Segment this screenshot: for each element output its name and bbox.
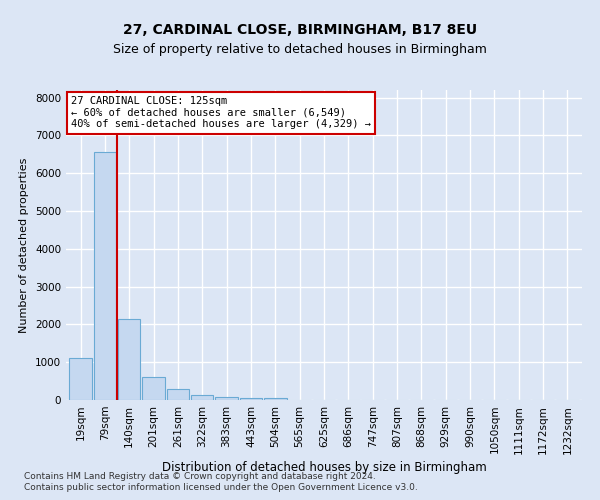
Bar [215,397,238,400]
Text: Contains HM Land Registry data © Crown copyright and database right 2024.: Contains HM Land Registry data © Crown c… [24,472,376,481]
X-axis label: Distribution of detached houses by size in Birmingham: Distribution of detached houses by size … [161,460,487,473]
Text: 27 CARDINAL CLOSE: 125sqm
← 60% of detached houses are smaller (6,549)
40% of se: 27 CARDINAL CLOSE: 125sqm ← 60% of detac… [71,96,371,130]
Bar [70,358,92,400]
Bar [240,398,262,400]
Bar [191,395,214,400]
Bar [94,152,116,400]
Y-axis label: Number of detached properties: Number of detached properties [19,158,29,332]
Bar [142,378,165,400]
Bar [118,318,140,400]
Bar [264,398,287,400]
Text: Size of property relative to detached houses in Birmingham: Size of property relative to detached ho… [113,42,487,56]
Text: Contains public sector information licensed under the Open Government Licence v3: Contains public sector information licen… [24,484,418,492]
Bar [167,390,189,400]
Text: 27, CARDINAL CLOSE, BIRMINGHAM, B17 8EU: 27, CARDINAL CLOSE, BIRMINGHAM, B17 8EU [123,22,477,36]
